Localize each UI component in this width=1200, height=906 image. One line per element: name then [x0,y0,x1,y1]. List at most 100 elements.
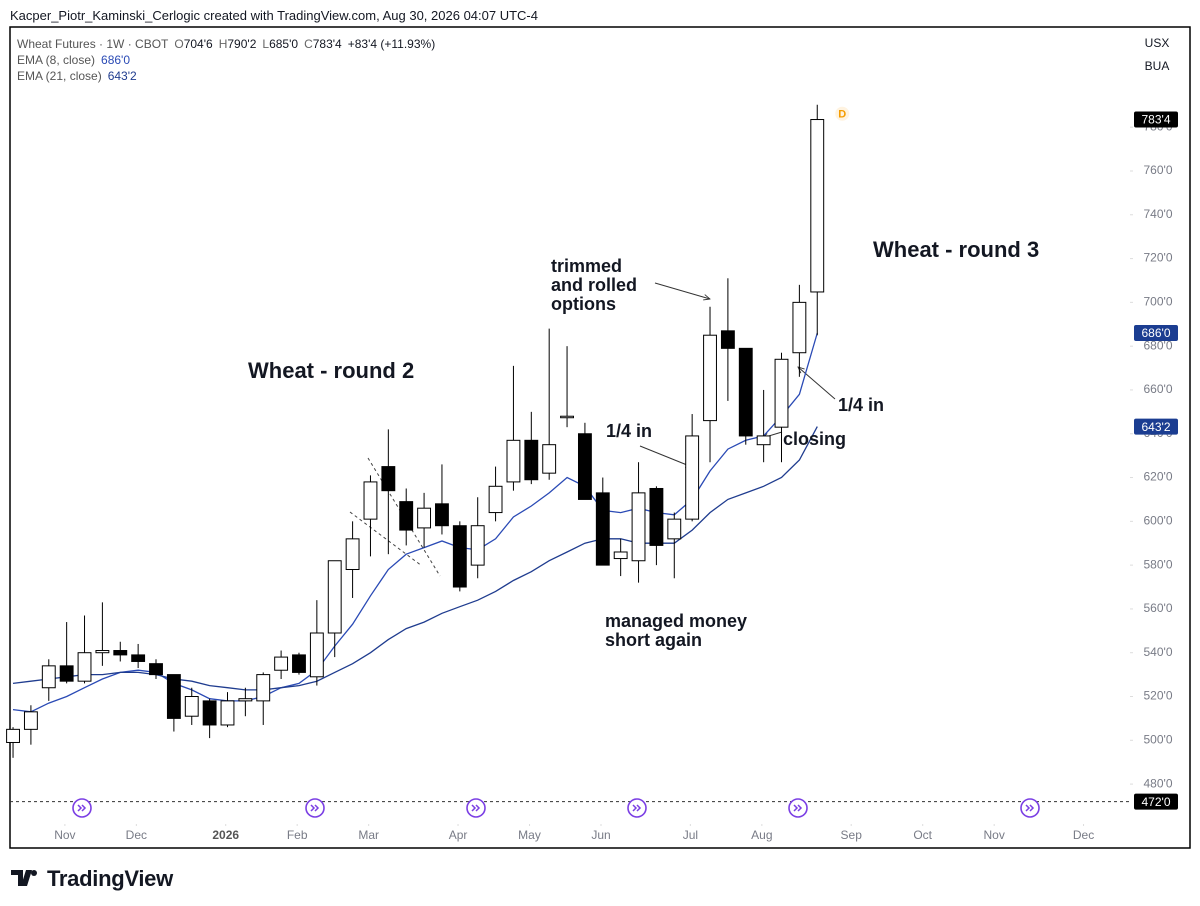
event-icon [77,804,87,812]
price-badge [1134,418,1178,435]
annotation: managed money [605,611,747,631]
ohlc-key: O [174,37,184,51]
legend-label: EMA (21, close) [17,69,102,83]
price-badge [1134,325,1178,342]
candle-body [524,439,539,481]
annotation: short again [605,630,702,650]
symbol: Wheat Futures · 1W · CBOT [17,37,169,51]
legend-row: EMA (21, close) 643'2 [17,68,441,84]
legend-value: 643'2 [107,69,137,83]
candle-body [417,507,432,529]
candle-body [738,347,753,437]
candle-body [613,551,628,560]
arrow [654,282,710,299]
legend-label: EMA (8, close) [17,53,96,67]
candle-body [41,665,56,689]
candle-body [202,700,217,726]
x-tick-label: Feb [287,828,308,842]
candle-body [6,728,20,743]
candle-body [184,696,199,717]
candle-body [327,560,342,634]
legend-row: EMA (8, close) 686'0 [17,52,441,68]
event-marker-label: D [838,109,846,121]
y-tick-label: 520'0 [1144,689,1173,703]
ema-line [12,426,818,691]
price-badge-label: 686'0 [1142,326,1171,340]
candle-body [720,330,735,349]
y-tick-label: 540'0 [1144,645,1173,659]
candle-body [363,481,378,520]
candle-body [595,492,610,566]
annotation: Wheat - round 3 [873,237,1039,262]
trend-line [349,511,423,567]
candle-body [23,711,38,730]
candle-body [452,525,467,588]
candle-body [649,487,664,546]
x-tick-label: Nov [984,828,1005,842]
y-tick-label: 480'0 [1144,776,1173,790]
legend-row: Wheat Futures · 1W · CBOT O704'6 H790'2 L68… [17,36,441,52]
x-tick-label: Sep [841,828,863,842]
candle-body [77,652,92,682]
event-marker [835,106,850,121]
scale-toggles: USX BUA [1137,32,1177,78]
candle-body [470,525,485,566]
ohlc-value: 790'2 [227,37,257,51]
x-tick-label: Nov [54,828,75,842]
candle-body [345,538,360,571]
candle-body [113,650,128,656]
annotation: 1/4 in [838,395,884,415]
event-icon [471,804,481,812]
price-badge [1134,793,1178,810]
candle-body [59,665,74,682]
ohlc-key: C [304,37,313,51]
candle-body [399,501,414,531]
chart-frame [9,26,1191,849]
arrow [798,367,836,400]
annotation: options [551,294,616,314]
annotation: trimmed [551,256,622,276]
ohlc-value: 704'6 [183,37,213,51]
event-icon [632,804,642,812]
x-tick-label: Aug [751,828,772,842]
ohlc-key: H [218,37,228,51]
candle-body [703,334,717,422]
event-icon [793,804,803,812]
candle-body [256,674,271,702]
y-tick-label: 740'0 [1144,207,1173,221]
x-tick-label: Mar [358,828,379,842]
candle-body [166,674,181,719]
annotation: and rolled [551,275,637,295]
y-tick-label: 720'0 [1144,251,1173,265]
logo-mark [31,870,37,876]
y-tick-label: 620'0 [1144,470,1173,484]
candle-body [685,435,700,520]
annotation: closing [783,429,846,449]
legend: Wheat Futures · 1W · CBOT O704'6 H790'2 L68… [17,36,441,84]
candle-body [131,654,146,662]
candle-body [774,358,789,428]
ohlc-value: 685'0 [269,37,299,51]
x-tick-label: Jul [683,828,698,842]
candle-body [435,503,449,527]
candle-body [149,663,163,676]
x-tick-label: Dec [126,828,147,842]
arrow [639,445,692,467]
candle-body [506,439,521,483]
ohlc-value: 783'4 [312,37,342,51]
candle-body [220,700,235,726]
y-tick-label: 600'0 [1144,514,1173,528]
y-tick-label: 660'0 [1144,382,1173,396]
x-tick-label: Apr [449,828,468,842]
y-tick-label: 500'0 [1144,732,1173,746]
x-tick-label: 2026 [212,828,239,842]
candle-body [577,433,592,500]
scale-toggle: BUA [1144,59,1170,73]
candle-body [667,518,682,540]
trend-line [367,457,441,577]
price-badge-label: 472'0 [1142,795,1171,809]
scale-toggle: USX [1144,36,1170,50]
y-tick-label: 560'0 [1144,601,1173,615]
